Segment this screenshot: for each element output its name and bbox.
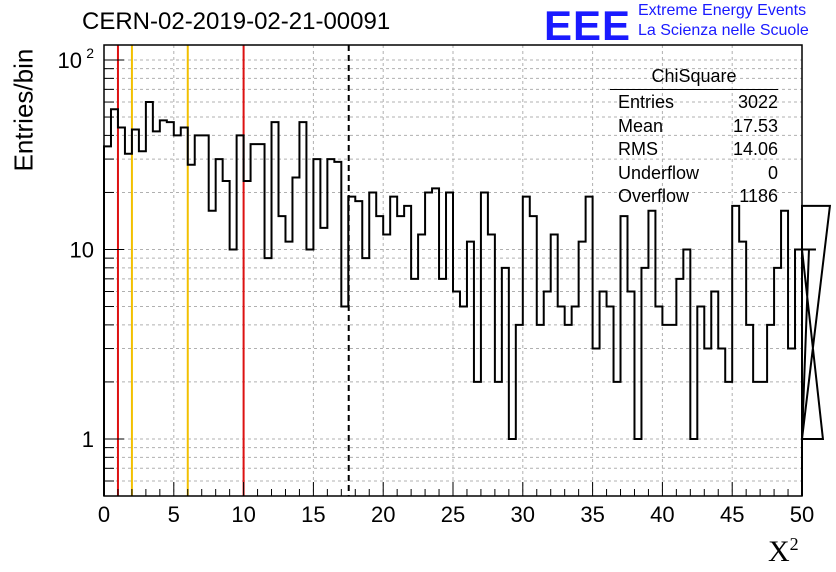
stats-label: RMS xyxy=(618,139,658,159)
stats-value: 17.53 xyxy=(732,115,778,136)
x-tick-label: 35 xyxy=(580,502,604,527)
x-axis-label-base: X xyxy=(768,535,790,568)
x-tick-label: 5 xyxy=(168,502,180,527)
axis-ticks xyxy=(103,59,803,496)
x-tick-label: 40 xyxy=(650,502,674,527)
x-tick-label: 45 xyxy=(720,502,744,527)
stats-row-underflow: Underflow 0 xyxy=(610,163,778,187)
chart-title: CERN-02-2019-02-21-00091 xyxy=(82,8,391,35)
y-tick-label: 10 xyxy=(58,48,82,73)
stats-row-mean: Mean 17.53 xyxy=(610,116,778,140)
y-tick-label: 1 xyxy=(82,427,94,452)
stats-row-entries: Entries 3022 xyxy=(610,92,778,116)
x-tick-label: 20 xyxy=(371,502,395,527)
stats-value: 0 xyxy=(767,162,778,183)
x-tick-label: 30 xyxy=(511,502,535,527)
stats-label: Mean xyxy=(618,115,664,136)
x-axis-label: X2 xyxy=(768,534,799,569)
stats-value: 1186 xyxy=(739,186,778,206)
stats-row-overflow: Overflow 1186 xyxy=(610,186,778,210)
stats-row-rms: RMS 14.06 xyxy=(610,139,778,163)
logo-caption-1: Extreme Energy Events xyxy=(638,2,807,19)
stats-title: ChiSquare xyxy=(610,66,778,90)
x-tick-label: 10 xyxy=(231,502,255,527)
y-tick-label: 10 xyxy=(70,237,94,262)
x-tick-label: 15 xyxy=(301,502,325,527)
logo-caption-2: La Scienza nelle Scuole xyxy=(638,22,809,39)
x-tick-label: 50 xyxy=(790,502,814,527)
eee-logo: EEE xyxy=(544,2,632,49)
stats-value: 3022 xyxy=(737,92,778,112)
stats-label: Underflow xyxy=(618,162,700,183)
stats-box: ChiSquare Entries 3022 Mean 17.53 RMS 14.06… xyxy=(610,66,778,210)
y-tick-label-sup: 2 xyxy=(86,45,94,61)
x-tick-label: 25 xyxy=(441,502,465,527)
x-tick-label: 0 xyxy=(98,502,110,527)
x-axis-label-sup: 2 xyxy=(789,534,799,554)
histogram-line xyxy=(103,101,832,496)
stats-value: 14.06 xyxy=(732,139,778,159)
stats-label: Overflow xyxy=(618,186,690,206)
stats-label: Entries xyxy=(618,92,675,112)
y-axis-label: Entries/bin xyxy=(8,48,39,172)
